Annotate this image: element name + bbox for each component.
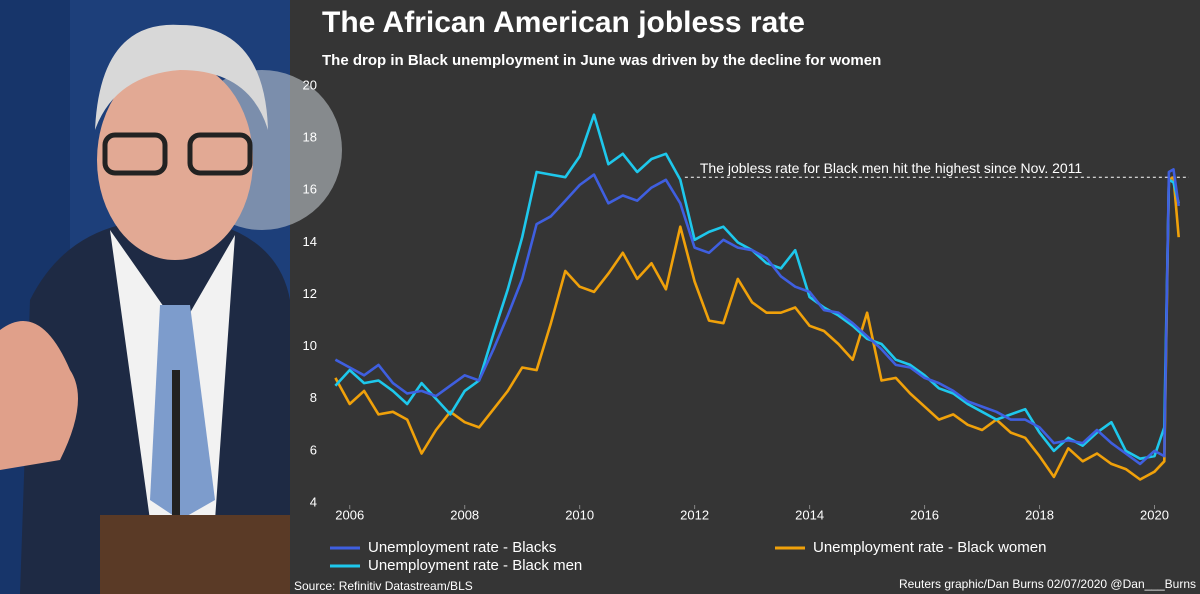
- y-tick-label: 12: [303, 286, 317, 301]
- photo-mic: [172, 370, 180, 520]
- x-tick-label: 2018: [1025, 507, 1054, 522]
- x-tick-label: 2014: [795, 507, 824, 522]
- legend-label: Unemployment rate - Black women: [813, 539, 1046, 556]
- legend-label: Unemployment rate - Blacks: [368, 539, 556, 556]
- y-tick-label: 4: [310, 494, 317, 509]
- y-tick-label: 6: [310, 442, 317, 457]
- photo-podium: [100, 515, 290, 594]
- x-tick-label: 2006: [335, 507, 364, 522]
- photo-hair: [95, 24, 268, 130]
- source: Source: Refinitiv Datastream/BLS: [294, 579, 473, 593]
- y-tick-label: 10: [303, 338, 317, 353]
- photo-tie: [150, 305, 215, 520]
- chart-subtitle: The drop in Black unemployment in June w…: [322, 52, 881, 69]
- y-tick-label: 20: [303, 77, 317, 92]
- x-tick-label: 2010: [565, 507, 594, 522]
- y-tick-label: 14: [303, 234, 317, 249]
- photo: [0, 0, 342, 594]
- series-line: [334, 175, 1180, 481]
- x-tick-label: 2012: [680, 507, 709, 522]
- photo-glasses-left: [102, 132, 168, 176]
- photo-glasses-right: [187, 132, 253, 176]
- y-tick-label: 8: [310, 390, 317, 405]
- photo-face: [97, 60, 253, 260]
- legend-label: Unemployment rate - Black men: [368, 557, 582, 574]
- x-tick-label: 2008: [450, 507, 479, 522]
- annotation-text: The jobless rate for Black men hit the h…: [700, 160, 1083, 176]
- y-tick-label: 16: [303, 182, 317, 197]
- x-tick-label: 2020: [1140, 507, 1169, 522]
- y-tick-label: 18: [303, 130, 317, 145]
- x-tick-label: 2016: [910, 507, 939, 522]
- chart-title: The African American jobless rate: [322, 6, 805, 39]
- credit: Reuters graphic/Dan Burns 02/07/2020 @Da…: [899, 577, 1196, 591]
- series-line: [334, 168, 1180, 466]
- photo-hand: [0, 321, 78, 470]
